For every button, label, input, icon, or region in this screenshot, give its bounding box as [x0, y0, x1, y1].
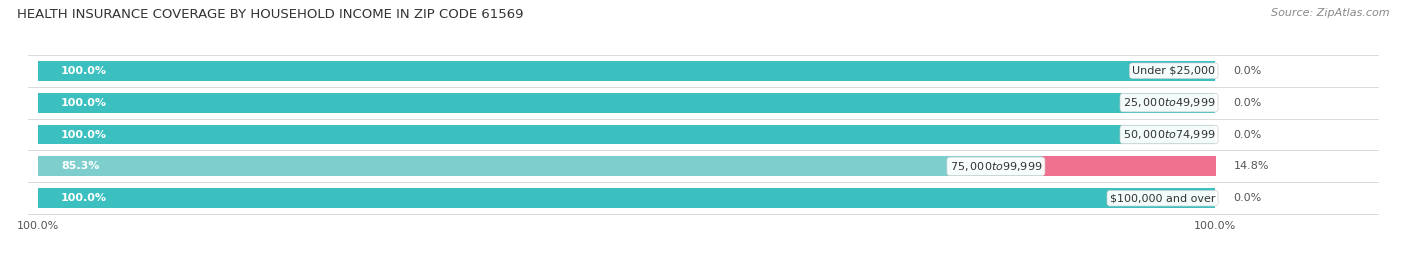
- Text: Source: ZipAtlas.com: Source: ZipAtlas.com: [1271, 8, 1389, 18]
- Text: 14.8%: 14.8%: [1234, 161, 1270, 171]
- Text: $75,000 to $99,999: $75,000 to $99,999: [949, 160, 1042, 173]
- Text: 85.3%: 85.3%: [62, 161, 100, 171]
- Text: 100.0%: 100.0%: [62, 193, 107, 203]
- Text: 100.0%: 100.0%: [62, 98, 107, 108]
- Bar: [38, 93, 1215, 112]
- Bar: [38, 188, 1215, 208]
- Bar: [38, 188, 1215, 208]
- Text: 0.0%: 0.0%: [1233, 98, 1261, 108]
- Text: 100.0%: 100.0%: [1194, 221, 1236, 231]
- Bar: [38, 125, 1215, 144]
- Text: 0.0%: 0.0%: [1233, 66, 1261, 76]
- Text: 0.0%: 0.0%: [1233, 129, 1261, 140]
- Text: 0.0%: 0.0%: [1233, 193, 1261, 203]
- Text: $100,000 and over: $100,000 and over: [1109, 193, 1215, 203]
- Text: 100.0%: 100.0%: [62, 66, 107, 76]
- Bar: [38, 93, 1215, 112]
- Bar: [38, 61, 1215, 81]
- Text: HEALTH INSURANCE COVERAGE BY HOUSEHOLD INCOME IN ZIP CODE 61569: HEALTH INSURANCE COVERAGE BY HOUSEHOLD I…: [17, 8, 523, 21]
- Bar: [1042, 157, 1216, 176]
- Text: 100.0%: 100.0%: [62, 129, 107, 140]
- Text: 100.0%: 100.0%: [17, 221, 59, 231]
- Bar: [38, 61, 1215, 81]
- Bar: [38, 157, 1215, 176]
- Text: $25,000 to $49,999: $25,000 to $49,999: [1123, 96, 1215, 109]
- Text: $50,000 to $74,999: $50,000 to $74,999: [1123, 128, 1215, 141]
- Text: Under $25,000: Under $25,000: [1132, 66, 1215, 76]
- Bar: [38, 157, 1042, 176]
- Bar: [38, 125, 1215, 144]
